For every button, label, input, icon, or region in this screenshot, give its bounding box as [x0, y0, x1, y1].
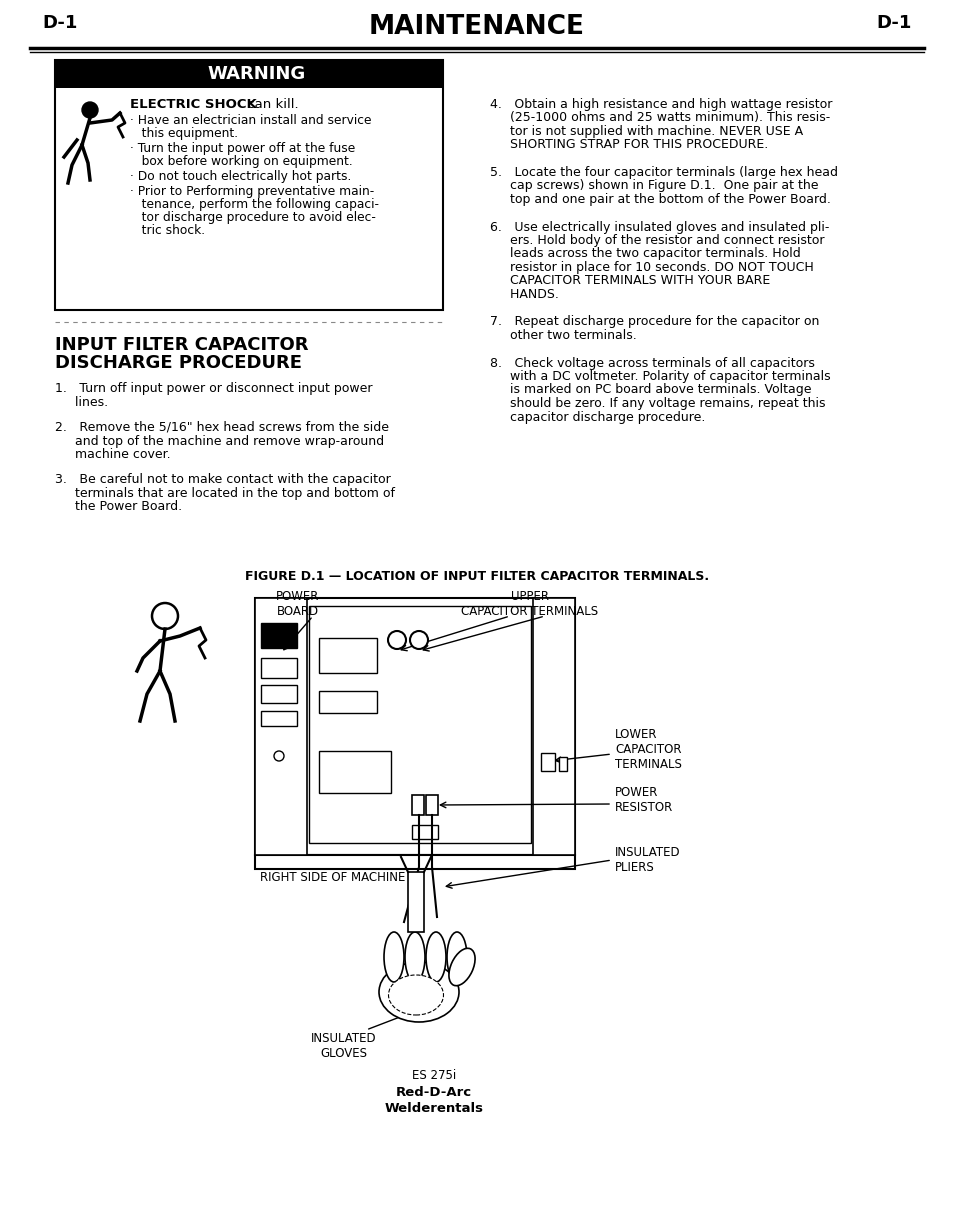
Text: INSULATED
GLOVES: INSULATED GLOVES	[311, 1032, 376, 1060]
Text: tenance, perform the following capaci-: tenance, perform the following capaci-	[130, 198, 378, 211]
Text: ELECTRIC SHOCK: ELECTRIC SHOCK	[130, 98, 256, 110]
Text: 6. Use electrically insulated gloves and insulated pli-: 6. Use electrically insulated gloves and…	[490, 221, 828, 233]
Text: HANDS.: HANDS.	[490, 288, 558, 301]
Circle shape	[410, 631, 428, 649]
Ellipse shape	[405, 933, 424, 982]
Text: · Turn the input power off at the fuse: · Turn the input power off at the fuse	[130, 142, 355, 155]
Text: with a DC voltmeter. Polarity of capacitor terminals: with a DC voltmeter. Polarity of capacit…	[490, 371, 830, 383]
Bar	[261, 623, 296, 648]
Text: 1. Turn off input power or disconnect input power: 1. Turn off input power or disconnect in…	[55, 382, 372, 395]
Circle shape	[152, 602, 178, 629]
Text: (25-1000 ohms and 25 watts minimum). This resis-: (25-1000 ohms and 25 watts minimum). Thi…	[490, 112, 829, 124]
Text: this equipment.: this equipment.	[130, 128, 238, 140]
Text: lines.: lines.	[55, 395, 108, 409]
Text: LOWER
CAPACITOR
TERMINALS: LOWER CAPACITOR TERMINALS	[615, 728, 681, 771]
Text: and top of the machine and remove wrap-around: and top of the machine and remove wrap-a…	[55, 434, 384, 448]
Text: INPUT FILTER CAPACITOR: INPUT FILTER CAPACITOR	[55, 336, 308, 355]
Text: 8. Check voltage across terminals of all capacitors: 8. Check voltage across terminals of all…	[490, 357, 814, 369]
Text: · Have an electrician install and service: · Have an electrician install and servic…	[130, 114, 371, 128]
Bar	[408, 872, 423, 933]
Text: 5. Locate the four capacitor terminals (large hex head: 5. Locate the four capacitor terminals (…	[490, 166, 837, 179]
Text: D-1: D-1	[42, 13, 77, 32]
Text: other two terminals.: other two terminals.	[490, 329, 636, 342]
Text: !: !	[81, 70, 85, 81]
Bar	[309, 606, 531, 843]
Bar	[254, 598, 575, 855]
Text: POWER
BOARD: POWER BOARD	[276, 590, 319, 618]
Text: terminals that are located in the top and bottom of: terminals that are located in the top an…	[55, 487, 395, 499]
Bar	[261, 658, 296, 679]
Text: UPPER
CAPACITOR TERMINALS: UPPER CAPACITOR TERMINALS	[461, 590, 598, 618]
Ellipse shape	[378, 962, 458, 1022]
Text: RIGHT SIDE OF MACHINE: RIGHT SIDE OF MACHINE	[260, 871, 405, 883]
Text: · Prior to Performing preventative main-: · Prior to Performing preventative main-	[130, 185, 374, 198]
Bar	[55, 60, 442, 310]
Ellipse shape	[449, 948, 475, 985]
Text: SHORTING STRAP FOR THIS PROCEDURE.: SHORTING STRAP FOR THIS PROCEDURE.	[490, 139, 767, 151]
Text: Red-D-Arc: Red-D-Arc	[395, 1086, 472, 1099]
Text: CAPACITOR TERMINALS WITH YOUR BARE: CAPACITOR TERMINALS WITH YOUR BARE	[490, 275, 769, 287]
Circle shape	[82, 102, 98, 118]
Text: FIGURE D.1 — LOCATION OF INPUT FILTER CAPACITOR TERMINALS.: FIGURE D.1 — LOCATION OF INPUT FILTER CA…	[245, 571, 708, 583]
Text: 4. Obtain a high resistance and high wattage resistor: 4. Obtain a high resistance and high wat…	[490, 98, 832, 110]
Text: can kill.: can kill.	[243, 98, 298, 110]
Text: tor discharge procedure to avoid elec-: tor discharge procedure to avoid elec-	[130, 211, 375, 225]
Text: tric shock.: tric shock.	[130, 225, 205, 237]
Text: capacitor discharge procedure.: capacitor discharge procedure.	[490, 411, 704, 423]
Text: resistor in place for 10 seconds. DO NOT TOUCH: resistor in place for 10 seconds. DO NOT…	[490, 261, 813, 274]
Text: 2. Remove the 5/16" hex head screws from the side: 2. Remove the 5/16" hex head screws from…	[55, 421, 389, 434]
Text: INSULATED
PLIERS: INSULATED PLIERS	[615, 845, 679, 874]
Bar	[412, 825, 437, 839]
Text: the Power Board.: the Power Board.	[55, 501, 182, 514]
Text: 7. Repeat discharge procedure for the capacitor on: 7. Repeat discharge procedure for the ca…	[490, 315, 819, 329]
Ellipse shape	[426, 933, 446, 982]
Polygon shape	[74, 1146, 91, 1160]
Bar	[426, 795, 437, 815]
Bar	[412, 795, 423, 815]
Text: should be zero. If any voltage remains, repeat this: should be zero. If any voltage remains, …	[490, 398, 824, 410]
Text: tor is not supplied with machine. NEVER USE A: tor is not supplied with machine. NEVER …	[490, 125, 802, 137]
Bar	[318, 751, 391, 793]
Text: ers. Hold body of the resistor and connect resistor: ers. Hold body of the resistor and conne…	[490, 234, 823, 247]
Text: ES 275i: ES 275i	[412, 1069, 456, 1082]
Text: WARNING: WARNING	[208, 65, 306, 83]
Bar	[261, 685, 296, 703]
Text: MAINTENANCE: MAINTENANCE	[369, 13, 584, 40]
Text: Welderentals: Welderentals	[384, 1102, 483, 1115]
Text: leads across the two capacitor terminals. Hold: leads across the two capacitor terminals…	[490, 248, 800, 260]
Text: cap screws) shown in Figure D.1.  One pair at the: cap screws) shown in Figure D.1. One pai…	[490, 179, 818, 193]
Ellipse shape	[447, 933, 467, 982]
Bar	[533, 598, 575, 855]
Circle shape	[388, 631, 406, 649]
Text: 3. Be careful not to make contact with the capacitor: 3. Be careful not to make contact with t…	[55, 474, 391, 486]
Circle shape	[274, 751, 284, 761]
Ellipse shape	[384, 933, 403, 982]
Bar	[254, 855, 575, 869]
Text: D-1: D-1	[876, 13, 911, 32]
Text: · Do not touch electrically hot parts.: · Do not touch electrically hot parts.	[130, 171, 351, 183]
Bar	[55, 60, 442, 88]
Bar	[318, 638, 376, 672]
Bar	[254, 598, 307, 855]
Text: is marked on PC board above terminals. Voltage: is marked on PC board above terminals. V…	[490, 384, 811, 396]
Bar	[261, 710, 296, 726]
Ellipse shape	[388, 975, 443, 1015]
Bar	[558, 757, 566, 771]
Text: POWER
RESISTOR: POWER RESISTOR	[615, 787, 673, 814]
Text: DISCHARGE PROCEDURE: DISCHARGE PROCEDURE	[55, 355, 302, 372]
Bar	[540, 753, 555, 771]
Text: machine cover.: machine cover.	[55, 448, 171, 461]
Bar	[318, 691, 376, 713]
Text: box before working on equipment.: box before working on equipment.	[130, 155, 353, 168]
Text: top and one pair at the bottom of the Power Board.: top and one pair at the bottom of the Po…	[490, 193, 830, 206]
